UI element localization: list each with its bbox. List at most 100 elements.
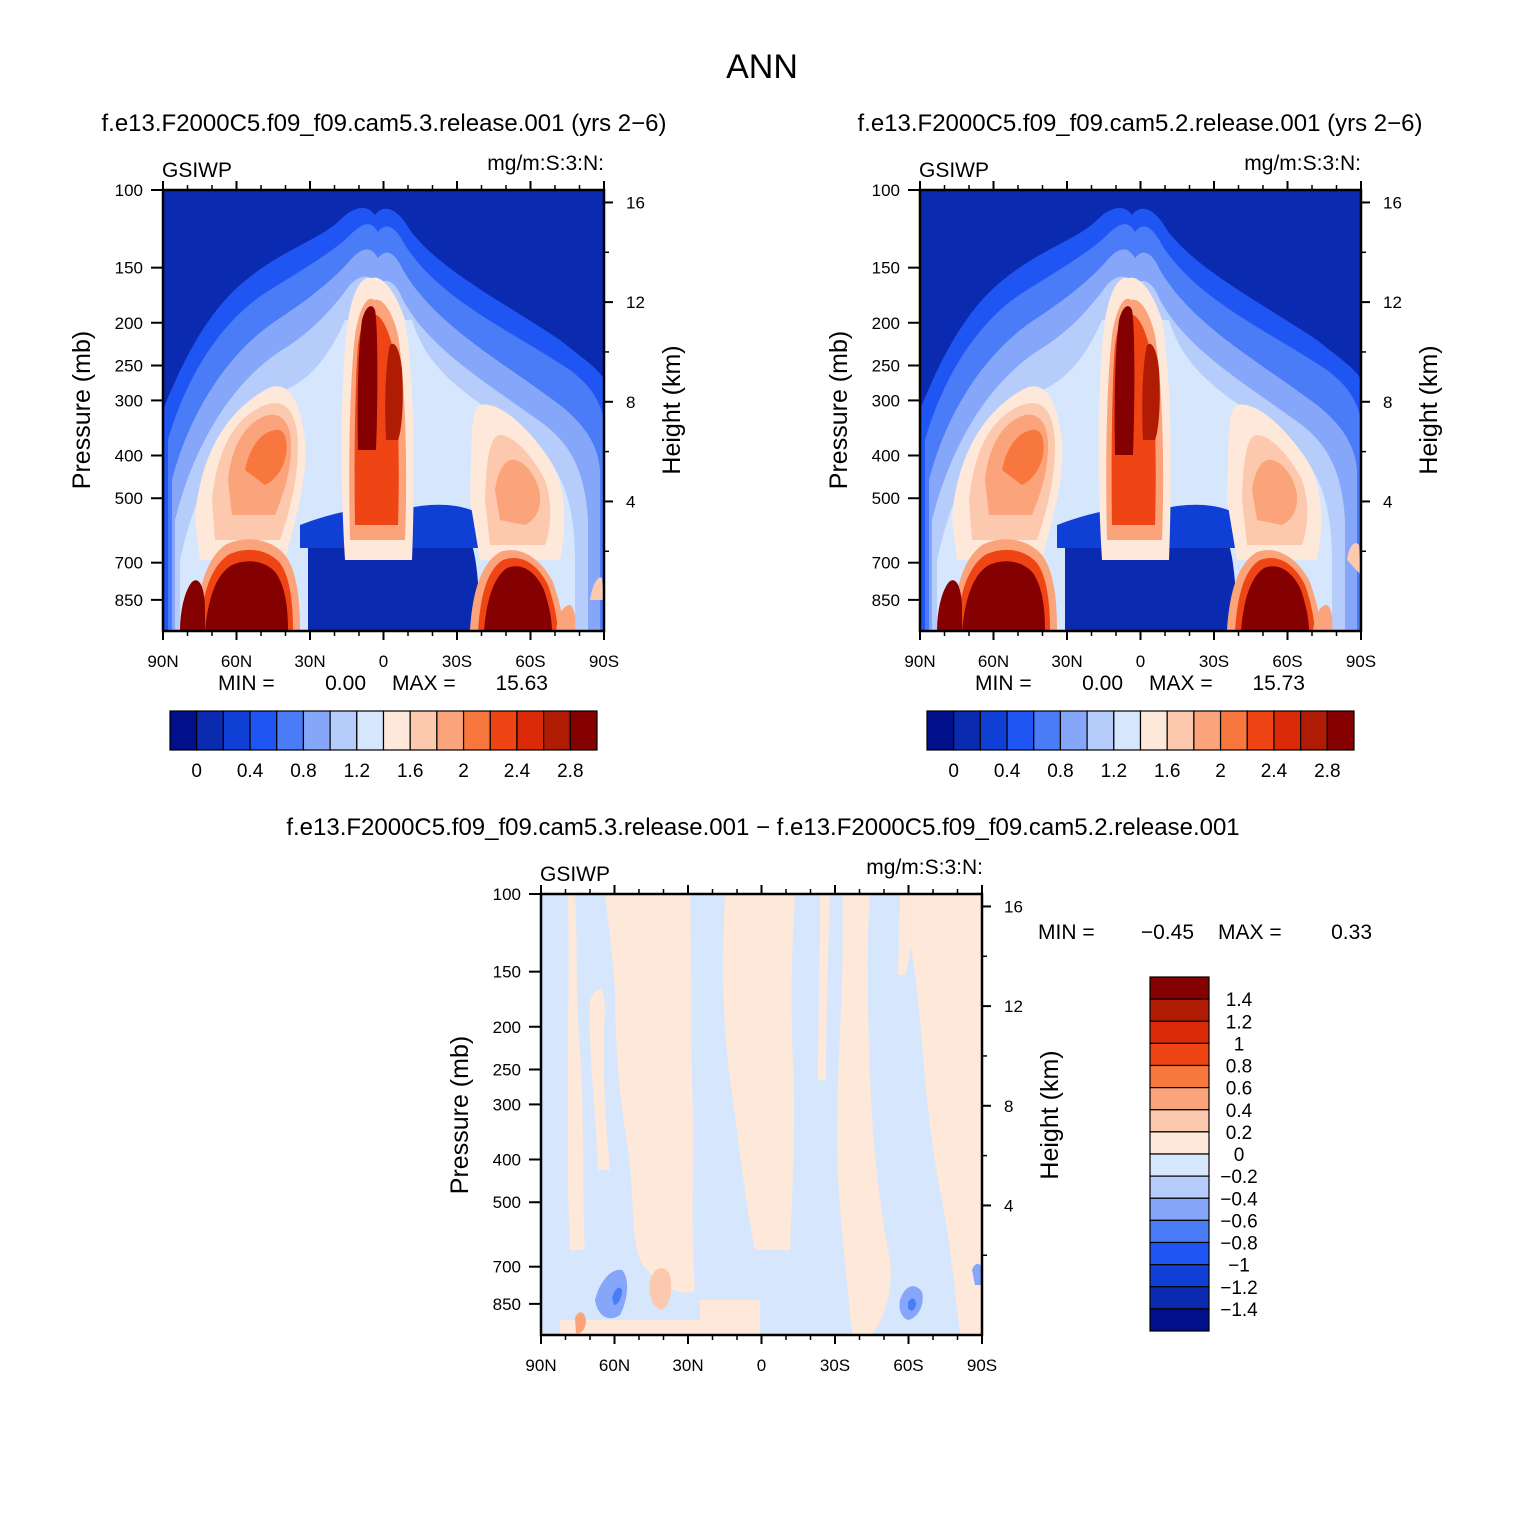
y-tick-label: 300	[115, 391, 143, 410]
panel-3-field	[541, 894, 982, 1335]
x-tick-label: 30N	[672, 1356, 703, 1375]
y-tick-label: 300	[872, 391, 900, 410]
colorbar-swatch	[169, 710, 198, 751]
x-tick-label: 60S	[515, 652, 545, 671]
panel-3-variable-label: GSIWP	[540, 863, 610, 886]
x-tick-label: 0	[1136, 652, 1145, 671]
x-tick-label: 30S	[820, 1356, 850, 1375]
y2-tick-label: 16	[1004, 897, 1023, 916]
colorbar-swatch	[1149, 1042, 1210, 1067]
panel-2-axes: 90N 60N 30N 0 30S 60S 90S 100 150 200 250 300 400 500…	[872, 181, 1402, 671]
y-tick-label: 700	[872, 554, 900, 573]
panel-2-min-value: 0.00	[1082, 672, 1123, 695]
colorbar-swatch	[1193, 710, 1222, 751]
y-tick-label: 500	[115, 489, 143, 508]
colorbar-label: −0.8	[1220, 1234, 1258, 1255]
x-tick-label: 90N	[904, 652, 935, 671]
colorbar-label: 0.8	[1047, 761, 1073, 782]
x-tick-label: 60S	[1272, 652, 1302, 671]
colorbar-swatch	[1149, 1286, 1210, 1310]
colorbar-label: 1.6	[397, 761, 423, 782]
y-tick-label: 200	[115, 314, 143, 333]
colorbar-swatch	[462, 710, 491, 751]
panel-1-min-value: 0.00	[325, 672, 366, 695]
panel-3-y-axis-label: Pressure (mb)	[446, 1036, 474, 1194]
colorbar-label: 2.8	[557, 761, 583, 782]
x-tick-label: 60S	[893, 1356, 923, 1375]
y2-tick-label: 8	[1383, 393, 1392, 412]
colorbar-swatch	[1219, 710, 1248, 751]
panel-2-max-label: MAX =	[1149, 672, 1213, 695]
colorbar-label: 0.4	[994, 761, 1021, 782]
colorbar-label: −0.4	[1220, 1189, 1258, 1210]
colorbar-swatch	[1059, 710, 1088, 751]
x-tick-label: 0	[379, 652, 388, 671]
panel-3-max-value: 0.33	[1331, 921, 1372, 944]
colorbar-label: 1.2	[344, 761, 370, 782]
colorbar-swatch	[1149, 1175, 1210, 1199]
y-tick-label: 700	[493, 1258, 521, 1277]
panel-1-colorbar: 0 0.4 0.8 1.2 1.6 2 2.4 2.8	[169, 710, 598, 782]
colorbar-swatch	[1300, 710, 1328, 751]
colorbar-label: 2.4	[1261, 761, 1288, 782]
y-tick-label: 700	[115, 554, 143, 573]
panel-2-colorbar: 0 0.4 0.8 1.2 1.6 2 2.4 2.8	[926, 710, 1355, 782]
y-tick-label: 100	[115, 181, 143, 200]
colorbar-swatch	[1139, 710, 1168, 751]
panel-2-max-value: 15.73	[1252, 672, 1305, 695]
x-tick-label: 90N	[147, 652, 178, 671]
colorbar-label: 1.2	[1226, 1012, 1252, 1033]
y-tick-label: 150	[872, 259, 900, 278]
panel-1-y-axis-label: Pressure (mb)	[68, 331, 96, 489]
colorbar-swatch	[1326, 710, 1355, 751]
colorbar-label: 1.6	[1154, 761, 1180, 782]
panel-2-variable-label: GSIWP	[919, 159, 989, 182]
colorbar-swatch	[979, 710, 1008, 751]
colorbar-swatch	[329, 710, 358, 751]
colorbar-swatch	[1149, 1087, 1210, 1111]
colorbar-label: 0.2	[1226, 1123, 1252, 1144]
panel-3-min-label: MIN =	[1038, 921, 1095, 944]
x-tick-label: 30S	[1199, 652, 1229, 671]
panel-1-max-value: 15.63	[495, 672, 548, 695]
colorbar-label: 0.8	[1226, 1057, 1252, 1078]
colorbar-label: −0.6	[1220, 1211, 1258, 1232]
colorbar-swatch	[1149, 1197, 1210, 1221]
y-tick-label: 500	[493, 1193, 521, 1212]
colorbar-swatch	[953, 710, 981, 751]
colorbar-swatch	[543, 710, 571, 751]
y-tick-label: 100	[872, 181, 900, 200]
panel-3-axes: 90N 60N 30N 0 30S 60S 90S 100 150 200 250 300 400 500…	[493, 885, 1023, 1375]
colorbar-swatch	[196, 710, 224, 751]
y2-tick-label: 16	[626, 193, 645, 212]
colorbar-swatch	[1086, 710, 1115, 751]
y2-tick-label: 4	[1004, 1196, 1013, 1215]
colorbar-swatch	[1149, 1241, 1210, 1266]
panel-3: f.e13.F2000C5.f09_f09.cam5.3.release.001…	[286, 814, 1372, 1375]
x-tick-label: 60N	[221, 652, 252, 671]
x-tick-label: 90N	[525, 1356, 556, 1375]
panel-2-field	[920, 190, 1361, 631]
colorbar-label: 0.8	[290, 761, 316, 782]
panel-3-colorbar: 1.41.210.80.60.40.20−0.2−0.4−0.6−0.8−1−1…	[1149, 976, 1258, 1332]
panel-3-min-value: −0.45	[1141, 921, 1194, 944]
panel-2-title: f.e13.F2000C5.f09_f09.cam5.2.release.001…	[857, 110, 1422, 137]
colorbar-swatch	[302, 710, 331, 751]
x-tick-label: 30N	[1051, 652, 1082, 671]
panel-1: f.e13.F2000C5.f09_f09.cam5.3.release.001…	[68, 110, 686, 782]
colorbar-label: 2.4	[504, 761, 531, 782]
panel-3-title: f.e13.F2000C5.f09_f09.cam5.3.release.001…	[286, 814, 1239, 841]
y-tick-label: 400	[115, 447, 143, 466]
panel-2-units-label: mg/m:S:3:N:	[1244, 152, 1361, 175]
colorbar-label: 0.6	[1226, 1079, 1252, 1100]
colorbar-swatch	[222, 710, 251, 751]
y-tick-label: 850	[493, 1295, 521, 1314]
panel-1-axes: 90N 60N 30N 0 30S 60S 90S 100 150 200 250 300 400 500…	[115, 181, 645, 671]
x-tick-label: 90S	[589, 652, 619, 671]
x-tick-label: 90S	[1346, 652, 1376, 671]
colorbar-swatch	[1149, 1308, 1210, 1332]
colorbar-swatch	[1149, 1131, 1210, 1155]
x-tick-label: 60N	[599, 1356, 630, 1375]
panel-1-field	[163, 190, 604, 631]
